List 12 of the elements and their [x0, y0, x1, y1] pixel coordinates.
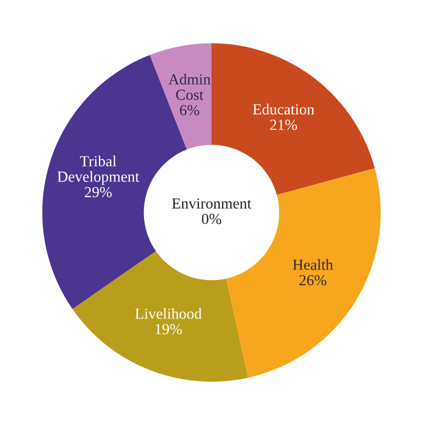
data-label: 6%	[180, 105, 200, 116]
slice-label: Livelihood	[135, 308, 202, 319]
data-label: 19%	[156, 324, 182, 334]
slice-label: Admin Cost	[168, 74, 211, 100]
category-label: Environment	[172, 198, 252, 209]
slice-label: Health	[292, 259, 333, 270]
slice-label: Education	[252, 104, 314, 115]
data-label: 26%	[299, 275, 326, 286]
data-label: 21%	[270, 120, 297, 130]
data-label: 29%	[84, 186, 112, 198]
slice-label: Tribal Development	[57, 156, 140, 185]
text: 0%	[202, 214, 222, 224]
